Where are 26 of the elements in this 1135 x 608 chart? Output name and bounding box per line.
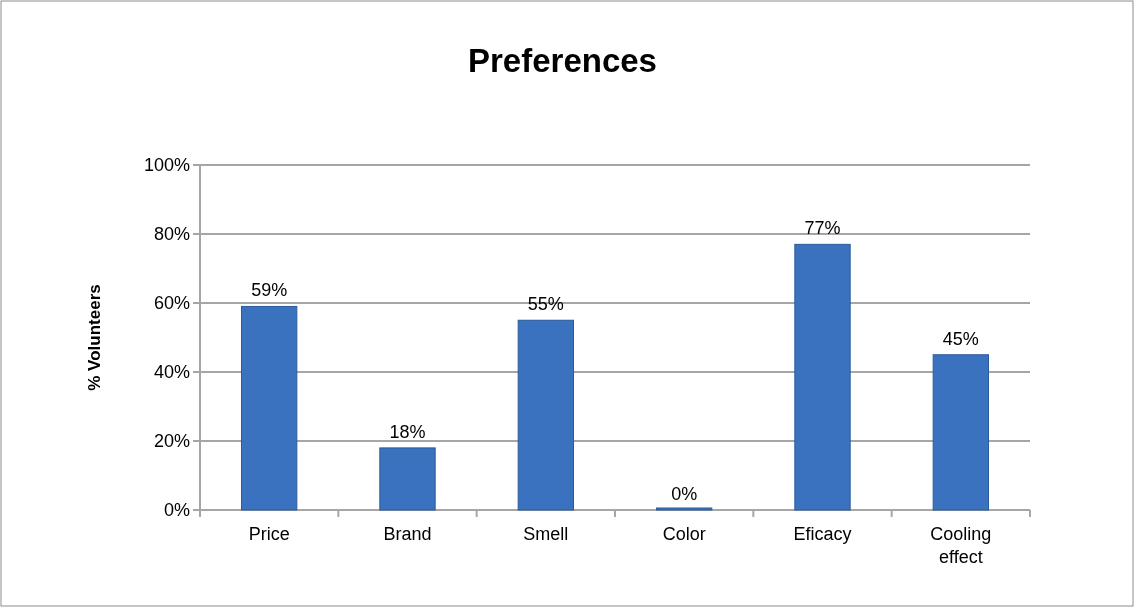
bar	[932, 354, 989, 511]
data-label: 59%	[251, 280, 288, 301]
data-label: 0%	[671, 484, 698, 504]
x-tick-label: Color	[662, 524, 706, 544]
y-tick-label: 20%	[153, 431, 190, 452]
y-axis-title: % Volunteers	[85, 284, 104, 391]
x-tick-label: Brand	[383, 524, 432, 544]
y-tick-label: 60%	[153, 293, 190, 314]
bar	[379, 447, 436, 511]
bar	[517, 319, 574, 511]
data-label: 45%	[942, 328, 979, 349]
data-label: 55%	[527, 294, 564, 315]
bar	[794, 243, 851, 511]
data-label: 77%	[804, 218, 841, 239]
bar	[241, 305, 298, 511]
y-tick-label: 40%	[153, 362, 190, 383]
x-tick-label: Cooling effect	[930, 524, 992, 567]
y-tick-label: 80%	[153, 224, 190, 245]
y-tick-label: 0%	[163, 500, 190, 521]
y-tick-label: 100%	[143, 155, 190, 176]
chart-title: Preferences	[468, 42, 657, 79]
bar	[656, 507, 713, 511]
x-tick-label: Eficacy	[793, 524, 852, 544]
x-tick-label: Smell	[523, 524, 569, 544]
data-label: 18%	[389, 421, 426, 442]
x-tick-label: Price	[248, 524, 290, 544]
